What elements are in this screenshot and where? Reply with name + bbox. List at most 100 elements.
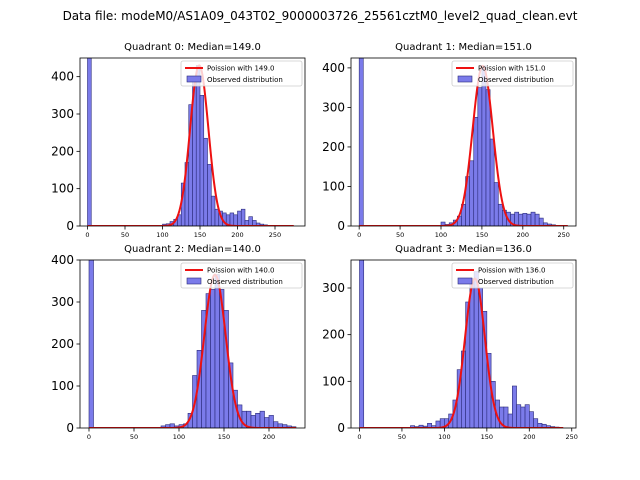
quadrant-0-ytick-label: 400: [51, 70, 74, 84]
quadrant-3-legend: Poission with 136.0 Observed distribution: [451, 262, 574, 289]
quadrant-1-bar: [522, 213, 528, 226]
quadrant-2-bar: [264, 417, 270, 428]
quadrant-1-bar: [518, 213, 524, 226]
quadrant-0-bar: [233, 214, 238, 226]
quadrant-2-ytick-label: 400: [51, 253, 74, 267]
quadrant-3-xtick-label: 100: [438, 433, 450, 441]
quadrant-1-poisson-line: [359, 64, 568, 226]
quadrant-1-panel: Quadrant 1: Median=151.0 0 100 200 300 400 0 50…: [322, 42, 577, 239]
quadrant-1-xtick-label: 50: [396, 231, 404, 239]
quadrant-2-ytick-label: 300: [51, 295, 74, 309]
quadrant-0-legend-box: [180, 60, 303, 87]
quadrant-1-xtick-label: 150: [476, 231, 488, 239]
quadrant-1-legend-observed-label: Observed distribution: [478, 76, 554, 84]
quadrant-2-legend-bar-swatch: [186, 277, 202, 285]
quadrant-1-bar: [489, 138, 495, 226]
quadrant-1-bar: [493, 182, 499, 226]
quadrant-1-axes-frame: [350, 57, 577, 227]
quadrant-2-panel: Quadrant 2: Median=140.0 0 100 200 300 400 0 50…: [51, 244, 306, 441]
quadrant-0-axes-frame: [79, 57, 306, 227]
quadrant-3-panel: Quadrant 3: Median=136.0 0 100 200 300 0 50 100…: [322, 244, 578, 441]
quadrant-1-xtick-label: 250: [558, 231, 570, 239]
quadrant-3-legend-observed-label: Observed distribution: [478, 278, 554, 286]
quadrant-3-bar: [512, 385, 517, 428]
quadrant-3-bar: [359, 260, 365, 428]
quadrant-1-ytick-label: 300: [322, 100, 345, 114]
quadrant-1-bar: [514, 211, 520, 226]
quadrant-3-bar: [469, 278, 475, 428]
quadrant-0-xtick-label: 150: [194, 231, 206, 239]
quadrant-2-xtick-label: 100: [173, 433, 185, 441]
quadrant-0-bar: [240, 208, 246, 226]
quadrant-0-title: Quadrant 0: Median=149.0: [124, 42, 261, 53]
quadrant-3-bar: [507, 413, 513, 428]
quadrant-1-bar: [473, 116, 479, 226]
quadrant-3-bar: [529, 411, 534, 428]
quadrant-3-bar: [516, 404, 522, 428]
quadrant-2-legend-poisson-label: Poission with 140.0: [207, 267, 275, 275]
quadrant-0-legend-bar-swatch: [186, 75, 202, 83]
quadrant-0-bar: [87, 58, 92, 226]
quadrant-0-bar: [248, 216, 253, 226]
quadrant-1-title: Quadrant 1: Median=151.0: [395, 42, 532, 53]
quadrant-3-poisson-line: [359, 277, 564, 428]
quadrant-1-ytick-label: 0: [337, 219, 345, 233]
quadrant-0-ytick-label: 200: [51, 144, 74, 158]
quadrant-0-bar: [214, 208, 220, 226]
quadrant-2-bar: [268, 415, 274, 428]
quadrant-0-bar: [195, 65, 201, 226]
quadrant-3-bar: [520, 406, 526, 428]
quadrant-0-bar: [210, 195, 216, 226]
quadrant-1-bar: [481, 65, 487, 226]
quadrant-3-xtick-label: 200: [523, 433, 535, 441]
quadrant-1-legend-poisson-label: Poission with 151.0: [478, 65, 546, 73]
quadrant-3-legend-poisson-label: Poission with 136.0: [478, 267, 546, 275]
quadrant-3-plot-area: [359, 260, 564, 428]
quadrant-2-bar: [259, 410, 265, 428]
quadrant-2-bar: [250, 415, 256, 428]
quadrant-0-xtick-label: 50: [121, 231, 129, 239]
quadrant-2-ytick-label: 200: [51, 337, 74, 351]
quadrant-0-ytick-label: 100: [51, 182, 74, 196]
quadrant-2-bar: [88, 260, 94, 428]
quadrant-1-ytick-label: 100: [322, 179, 345, 193]
quadrant-3-ytick-label: 300: [322, 281, 345, 295]
quadrant-1-xtick-label: 100: [435, 231, 447, 239]
quadrant-1-bar: [469, 160, 475, 226]
quadrant-2-legend-box: [180, 262, 303, 289]
quadrant-3-xtick-label: 250: [566, 433, 578, 441]
quadrant-3-axes-frame: [350, 259, 577, 429]
quadrant-3-xtick-label: 50: [398, 433, 406, 441]
quadrant-2-xtick-label: 150: [218, 433, 230, 441]
quadrant-1-bar: [358, 58, 364, 226]
quadrant-2-bar: [255, 412, 261, 428]
quadrant-0-bar: [203, 137, 208, 226]
quadrant-0-xtick-label: 0: [85, 231, 89, 239]
quadrant-0-ytick-label: 0: [66, 219, 74, 233]
quadrant-2-legend: Poission with 140.0 Observed distribution: [180, 262, 303, 289]
quadrant-0-poisson-line: [87, 64, 294, 226]
quadrant-0-xtick-label: 200: [231, 231, 243, 239]
quadrant-2-ytick-label: 100: [51, 379, 74, 393]
quadrant-1-legend-box: [451, 60, 574, 87]
quadrant-0-bar: [207, 164, 212, 226]
quadrant-0-ytick-label: 300: [51, 107, 74, 121]
quadrant-0-legend-poisson-label: Poission with 149.0: [207, 65, 275, 73]
quadrant-2-legend-observed-label: Observed distribution: [207, 278, 283, 286]
quadrant-3-title: Quadrant 3: Median=136.0: [395, 244, 532, 255]
quadrant-1-legend: Poission with 151.0 Observed distribution: [451, 60, 574, 87]
quadrant-2-xtick-label: 50: [130, 433, 138, 441]
quadrant-3-ytick-label: 100: [322, 374, 345, 388]
quadrant-1-ytick-label: 400: [322, 61, 345, 75]
quadrant-3-bar: [503, 406, 509, 428]
quadrant-1-bar: [477, 87, 483, 226]
quadrant-3-legend-box: [451, 262, 574, 289]
quadrant-3-bar: [473, 271, 479, 428]
quadrant-1-bar: [485, 89, 491, 226]
quadrant-0-legend-observed-label: Observed distribution: [207, 76, 283, 84]
quadrant-2-xtick-label: 200: [263, 433, 275, 441]
quadrant-2-ytick-label: 0: [66, 421, 74, 435]
quadrant-3-xtick-label: 150: [481, 433, 493, 441]
quadrant-3-bar: [524, 404, 530, 428]
